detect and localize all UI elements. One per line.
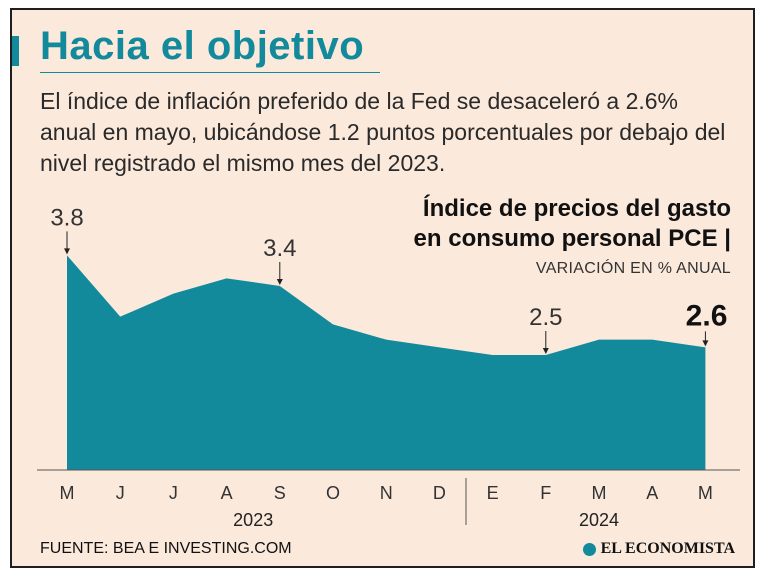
brand-name: EL ECONOMISTA [600, 540, 735, 557]
data-label-3.8: 3.8 [50, 204, 83, 231]
annotation-arrowhead-3 [702, 340, 709, 347]
source-note: FUENTE: BEA E INVESTING.COM [40, 540, 292, 557]
data-label-2.6: 2.6 [686, 299, 728, 332]
x-tick-label-7: D [433, 483, 446, 503]
chart-unit-label: VARIACIÓN EN % ANUAL [535, 260, 731, 277]
x-tick-label-9: F [540, 483, 551, 503]
pce-area-series [67, 255, 706, 470]
x-tick-label-2: J [169, 483, 178, 503]
chart-title-line-2: en consumo personal PCE | [413, 225, 731, 252]
year-label-2024: 2024 [579, 510, 619, 530]
x-tick-label-1: J [116, 483, 125, 503]
x-tick-label-0: M [60, 483, 75, 503]
brand-circle-icon [582, 542, 596, 556]
x-tick-label-6: N [380, 483, 393, 503]
title-underline [40, 72, 380, 73]
annotation-arrowhead-1 [276, 279, 283, 285]
page-title: Hacia el objetivo [40, 24, 365, 68]
chart-title: Índice de precios del gasto en consumo p… [414, 194, 731, 254]
year-label-2023: 2023 [233, 510, 273, 530]
x-tick-label-8: E [487, 483, 499, 503]
data-label-2.5: 2.5 [529, 304, 562, 331]
x-tick-label-4: S [274, 483, 286, 503]
annotation-arrowhead-0 [64, 248, 70, 255]
x-tick-label-5: O [326, 483, 340, 503]
x-tick-label-11: A [646, 483, 658, 503]
x-tick-label-10: M [592, 483, 607, 503]
x-tick-label-12: M [698, 483, 713, 503]
x-tick-label-3: A [221, 483, 233, 503]
infographic-card: Hacia el objetivo El índice de inflación… [10, 8, 755, 568]
title-accent-bar [12, 36, 19, 66]
annotation-arrowhead-2 [542, 348, 549, 354]
brand-logo: EL ECONOMISTA [582, 540, 735, 558]
chart-title-line-1: Índice de precios del gasto [422, 195, 731, 222]
data-label-3.4: 3.4 [263, 235, 296, 262]
pce-area-chart: M J J A S O N D E F M A M 2023 2024 3.8 3.4 2.5 2.6 [37, 204, 740, 530]
page-subtitle: El índice de inflación preferido de la F… [40, 88, 726, 176]
